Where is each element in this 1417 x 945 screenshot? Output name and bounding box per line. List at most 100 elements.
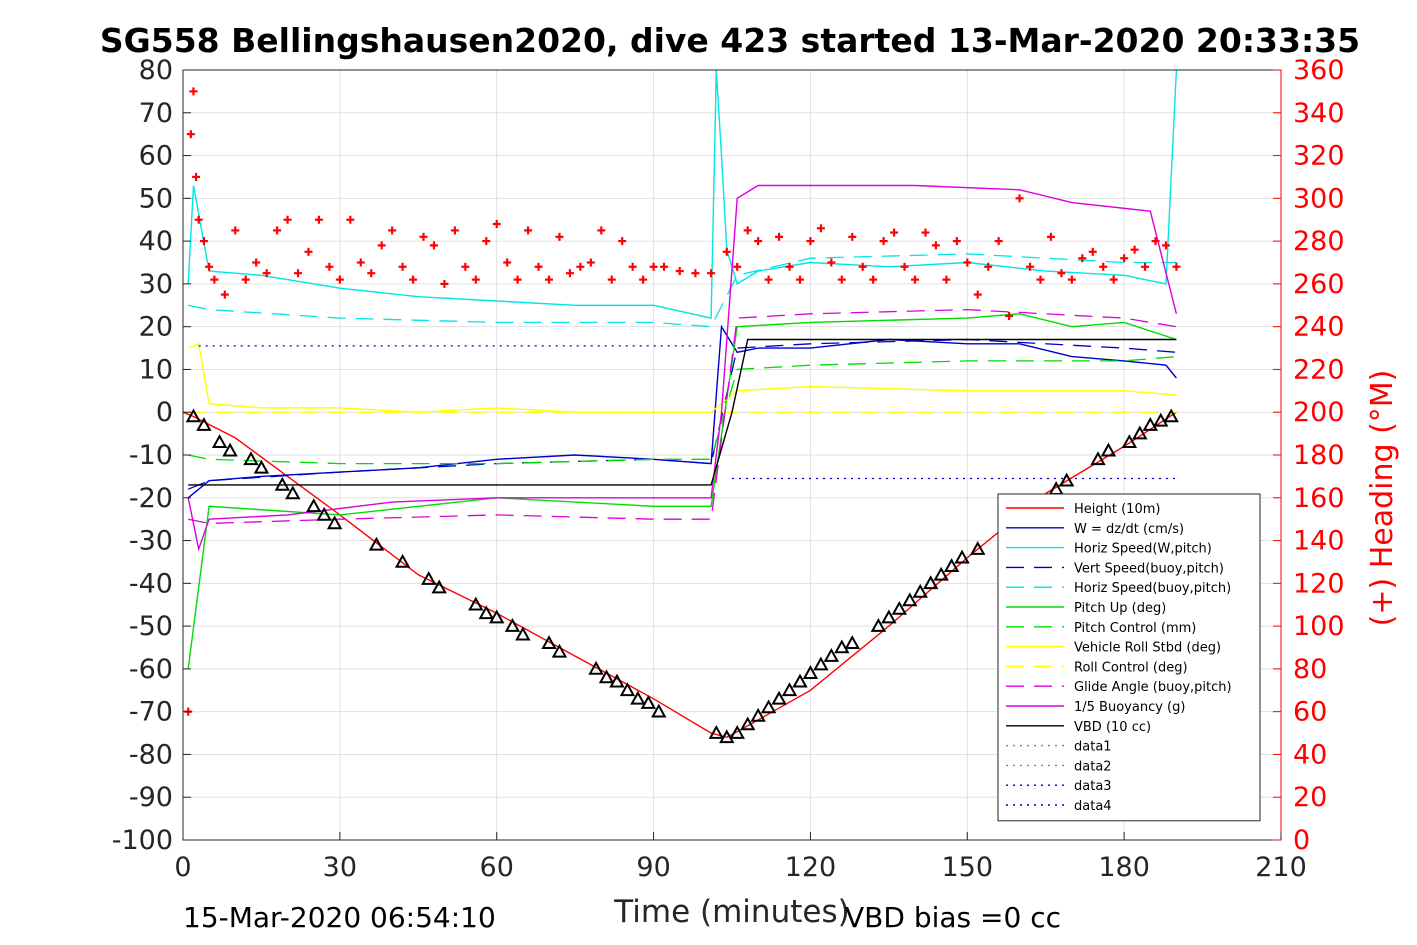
vbd-marker (285, 485, 301, 500)
heading-marker (409, 275, 418, 284)
heading-marker (314, 215, 323, 224)
legend-entry: 1/5 Buoyancy (g) (1006, 700, 1185, 715)
y-tick-right-label: 60 (1293, 697, 1327, 728)
y-tick-right-label: 40 (1293, 739, 1327, 770)
vbd-marker (739, 716, 756, 731)
heading-marker (192, 172, 201, 181)
vbd-marker (609, 673, 625, 688)
y-tick-right-label: 80 (1293, 654, 1327, 685)
heading-marker (890, 228, 899, 237)
vbd-marker (640, 695, 657, 709)
y-tick-left-label: 20 (139, 312, 173, 343)
heading-marker (555, 232, 564, 241)
vbd-marker (196, 416, 212, 431)
heading-marker (1161, 241, 1170, 250)
heading-marker (707, 269, 716, 278)
vbd-marker (1121, 434, 1138, 448)
heading-marker (231, 226, 240, 235)
x-tick-label: 0 (174, 852, 191, 883)
vbd-marker (1132, 425, 1148, 440)
heading-marker (205, 262, 214, 271)
vbd-marker (844, 635, 860, 650)
vbd-marker (912, 583, 928, 598)
vbd-marker (222, 442, 238, 457)
heading-marker (1151, 237, 1160, 246)
y-tick-right-label: 180 (1293, 440, 1345, 471)
heading-marker (973, 290, 982, 299)
y-tick-left-label: 50 (139, 183, 173, 214)
legend-entry: Pitch Up (deg) (1006, 601, 1166, 616)
legend-label: Glide Angle (buoy,pitch) (1074, 680, 1232, 695)
vbd-marker (933, 566, 949, 581)
heading-marker (691, 269, 700, 278)
y-tick-right-label: 0 (1293, 825, 1310, 856)
heading-marker (931, 241, 940, 250)
heading-marker (837, 275, 846, 284)
legend-label: Horiz Speed(W,pitch) (1074, 542, 1212, 557)
heading-marker (388, 226, 397, 235)
vbd-marker (515, 626, 531, 641)
legend-entry: Vehicle Roll Stbd (deg) (1006, 641, 1221, 656)
heading-marker (1015, 194, 1024, 203)
heading-marker (785, 262, 794, 271)
vbd-marker (902, 592, 918, 607)
footer-vbd-bias: VBD bias =0 cc (845, 901, 1061, 934)
legend-label: Height (10m) (1074, 502, 1160, 517)
y-tick-left-label: -20 (129, 483, 173, 514)
heading-marker (1057, 269, 1066, 278)
legend-label: Vehicle Roll Stbd (deg) (1074, 641, 1221, 656)
y-tick-left-label: 0 (156, 397, 173, 428)
heading-marker (722, 247, 731, 256)
footer-date: 15-Mar-2020 06:54:10 (183, 901, 496, 934)
legend-entry: Pitch Control (mm) (1006, 621, 1196, 636)
vbd-marker (274, 476, 291, 491)
heading-marker (356, 258, 365, 267)
heading-marker (220, 290, 229, 299)
legend-entry: Height (10m) (1006, 502, 1160, 517)
vbd-marker (729, 724, 745, 739)
heading-marker (199, 237, 208, 246)
heading-marker (194, 215, 203, 224)
legend-entry: Horiz Speed(W,pitch) (1006, 542, 1212, 557)
heading-marker (565, 269, 574, 278)
heading-marker (618, 237, 627, 246)
legend-label: data1 (1074, 740, 1112, 755)
heading-marker (241, 275, 250, 284)
x-tick-label: 180 (1098, 852, 1150, 883)
heading-marker (963, 258, 972, 267)
vbd-marker (1163, 408, 1179, 423)
heading-marker (576, 262, 585, 271)
legend-entry: data4 (1006, 799, 1112, 814)
vbd-marker (792, 673, 808, 688)
x-tick-label: 210 (1255, 852, 1307, 883)
legend-label: Pitch Control (mm) (1074, 621, 1196, 636)
chart-title: SG558 Bellingshausen2020, dive 423 start… (100, 21, 1360, 60)
legend-label: data3 (1074, 779, 1112, 794)
vbd-marker (243, 451, 259, 466)
heading-marker (743, 226, 752, 235)
legend-label: VBD (10 cc) (1074, 720, 1151, 735)
x-tick-label: 30 (323, 852, 357, 883)
heading-marker (346, 215, 355, 224)
heading-marker (1026, 262, 1035, 271)
y-tick-right-label: 260 (1293, 269, 1345, 300)
vbd-marker (185, 408, 202, 423)
x-tick-label: 120 (785, 852, 837, 883)
heading-marker (503, 258, 512, 267)
legend-entry: Glide Angle (buoy,pitch) (1006, 680, 1232, 695)
legend-box (997, 493, 1261, 822)
vbd-marker (834, 639, 850, 654)
y-tick-left-label: 30 (139, 269, 173, 300)
heading-marker (775, 232, 784, 241)
x-tick-label: 90 (636, 852, 670, 883)
vbd-marker (891, 600, 908, 615)
x-tick-label: 60 (480, 852, 514, 883)
y-tick-right-label: 320 (1293, 141, 1345, 172)
heading-marker (1078, 254, 1087, 263)
y-tick-left-label: -10 (129, 440, 173, 471)
y-axis-right-ticks: 3603403203002802602402202001801601401201… (1273, 55, 1345, 856)
heading-marker (942, 275, 951, 284)
vbd-marker (598, 669, 615, 684)
heading-marker (377, 241, 386, 250)
